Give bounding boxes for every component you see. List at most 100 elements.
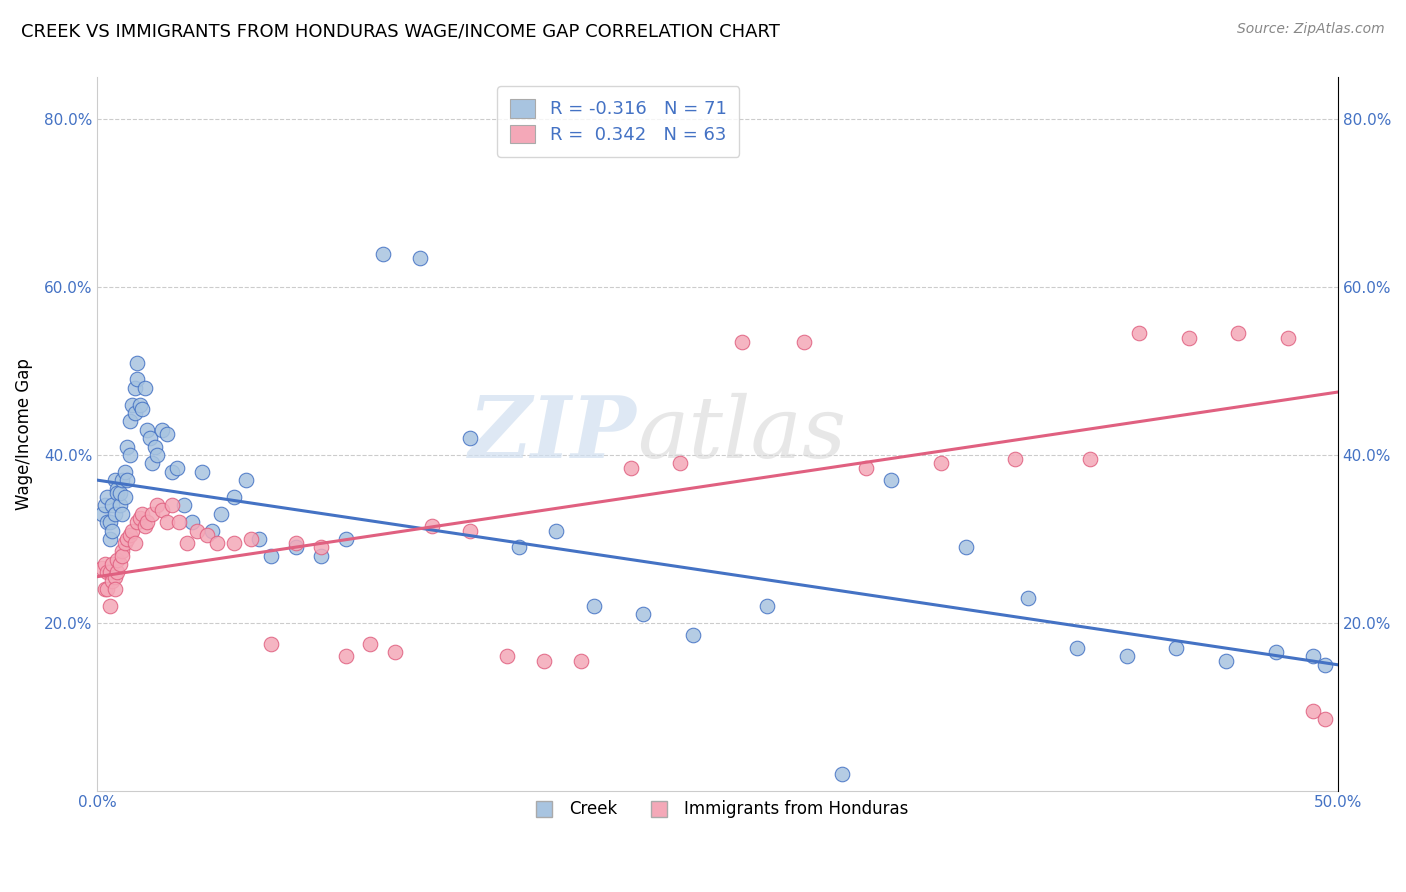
Point xyxy=(111,507,134,521)
Point xyxy=(1302,649,1324,664)
Point xyxy=(104,507,127,521)
Point xyxy=(173,499,195,513)
Point xyxy=(141,507,163,521)
Point xyxy=(94,582,117,597)
Point xyxy=(508,541,530,555)
Point xyxy=(114,536,136,550)
Point xyxy=(1277,330,1299,344)
Point xyxy=(195,527,218,541)
Point xyxy=(94,499,117,513)
Point xyxy=(309,541,332,555)
Point xyxy=(309,549,332,563)
Point xyxy=(160,465,183,479)
Point xyxy=(260,637,283,651)
Point xyxy=(620,460,643,475)
Point xyxy=(115,532,138,546)
Point xyxy=(731,334,754,349)
Point xyxy=(211,507,233,521)
Point xyxy=(101,524,124,538)
Point xyxy=(756,599,779,613)
Point xyxy=(124,381,146,395)
Point xyxy=(169,515,191,529)
Point xyxy=(96,582,118,597)
Point xyxy=(533,654,555,668)
Point xyxy=(127,356,149,370)
Legend: Creek, Immigrants from Honduras: Creek, Immigrants from Honduras xyxy=(520,794,915,825)
Point xyxy=(166,460,188,475)
Point xyxy=(200,524,222,538)
Point xyxy=(284,536,307,550)
Point xyxy=(105,485,128,500)
Point xyxy=(631,607,654,622)
Point xyxy=(96,566,118,580)
Point xyxy=(118,527,141,541)
Point xyxy=(98,532,121,546)
Point xyxy=(1066,640,1088,655)
Point xyxy=(114,490,136,504)
Text: atlas: atlas xyxy=(637,392,846,475)
Point xyxy=(114,465,136,479)
Point xyxy=(115,473,138,487)
Point xyxy=(111,544,134,558)
Point xyxy=(150,502,173,516)
Point xyxy=(96,490,118,504)
Point xyxy=(495,649,517,664)
Point xyxy=(124,536,146,550)
Point xyxy=(136,423,159,437)
Point xyxy=(108,499,131,513)
Point xyxy=(136,515,159,529)
Point xyxy=(150,423,173,437)
Point xyxy=(111,473,134,487)
Point xyxy=(108,485,131,500)
Point xyxy=(569,654,592,668)
Point xyxy=(458,431,481,445)
Point xyxy=(138,431,160,445)
Point xyxy=(1004,452,1026,467)
Point xyxy=(108,557,131,571)
Point xyxy=(121,524,143,538)
Point xyxy=(98,515,121,529)
Point xyxy=(118,448,141,462)
Point xyxy=(929,456,952,470)
Point xyxy=(420,519,443,533)
Point xyxy=(127,515,149,529)
Point xyxy=(180,515,202,529)
Point xyxy=(335,649,357,664)
Point xyxy=(104,473,127,487)
Point xyxy=(134,381,156,395)
Point xyxy=(111,549,134,563)
Point xyxy=(335,532,357,546)
Text: ZIP: ZIP xyxy=(470,392,637,475)
Point xyxy=(222,490,245,504)
Point xyxy=(682,628,704,642)
Point xyxy=(1315,657,1337,672)
Point xyxy=(1115,649,1137,664)
Point xyxy=(101,499,124,513)
Point xyxy=(359,637,381,651)
Point xyxy=(156,427,179,442)
Text: Source: ZipAtlas.com: Source: ZipAtlas.com xyxy=(1237,22,1385,37)
Point xyxy=(793,334,815,349)
Point xyxy=(384,645,406,659)
Point xyxy=(1178,330,1201,344)
Point xyxy=(91,561,114,575)
Point xyxy=(1215,654,1237,668)
Point xyxy=(669,456,692,470)
Y-axis label: Wage/Income Gap: Wage/Income Gap xyxy=(15,358,32,510)
Point xyxy=(1315,712,1337,726)
Point xyxy=(121,398,143,412)
Point xyxy=(105,566,128,580)
Point xyxy=(880,473,903,487)
Point xyxy=(582,599,605,613)
Point xyxy=(409,251,432,265)
Point xyxy=(127,372,149,386)
Point xyxy=(260,549,283,563)
Point xyxy=(371,246,394,260)
Point xyxy=(1302,704,1324,718)
Point xyxy=(176,536,198,550)
Point xyxy=(141,456,163,470)
Point xyxy=(104,569,127,583)
Point xyxy=(134,519,156,533)
Point xyxy=(128,511,150,525)
Point xyxy=(831,767,853,781)
